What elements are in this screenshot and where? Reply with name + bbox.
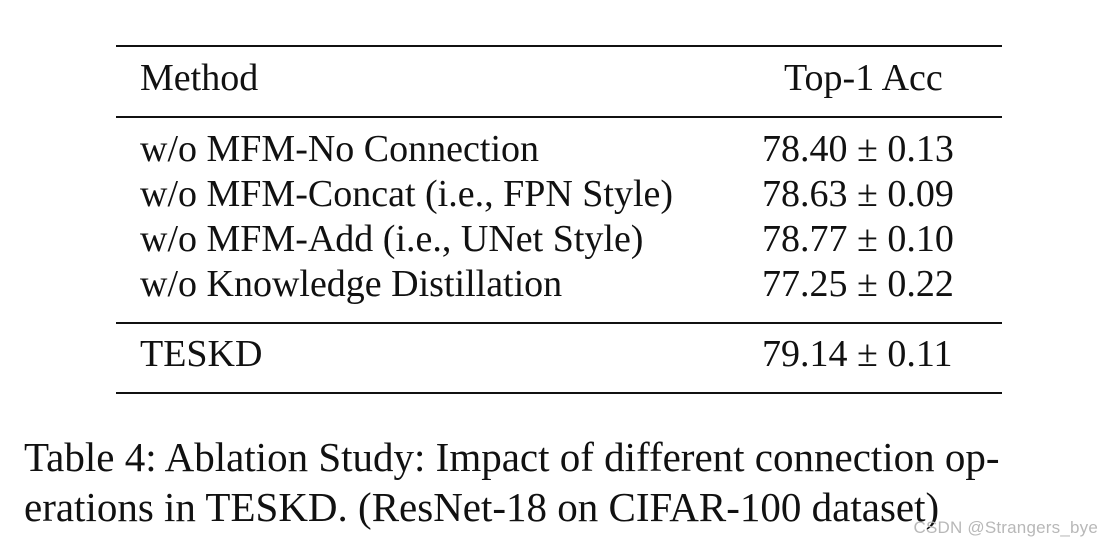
caption-line-2: erations in TESKD. (ResNet-18 on CIFAR-1…	[24, 484, 940, 530]
table-row-method: w/o MFM-Concat (i.e., FPN Style)	[140, 173, 674, 215]
table-row-accuracy: 78.40 ± 0.13	[762, 128, 954, 170]
table-caption: Table 4: Ablation Study: Impact of diffe…	[24, 432, 1094, 532]
table-row-accuracy: 78.63 ± 0.09	[762, 173, 954, 215]
table-row-method: w/o Knowledge Distillation	[140, 263, 563, 305]
table-row-method: w/o MFM-No Connection	[140, 128, 539, 170]
caption-line-1: Table 4: Ablation Study: Impact of diffe…	[24, 434, 1000, 480]
final-row-accuracy: 79.14 ± 0.11	[762, 333, 953, 375]
accuracy-column-header: Top-1 Acc	[784, 57, 943, 99]
method-column-header: Method	[140, 57, 259, 99]
table-row-accuracy: 77.25 ± 0.22	[762, 263, 954, 305]
table-top-rule	[116, 45, 1002, 47]
header-rule	[116, 116, 1002, 118]
watermark: CSDN @Strangers_bye	[913, 518, 1098, 537]
table-row-method: w/o MFM-Add (i.e., UNet Style)	[140, 218, 644, 260]
table-bottom-rule	[116, 392, 1002, 394]
middle-rule	[116, 322, 1002, 324]
final-row-method: TESKD	[140, 333, 263, 375]
table-row-accuracy: 78.77 ± 0.10	[762, 218, 954, 260]
